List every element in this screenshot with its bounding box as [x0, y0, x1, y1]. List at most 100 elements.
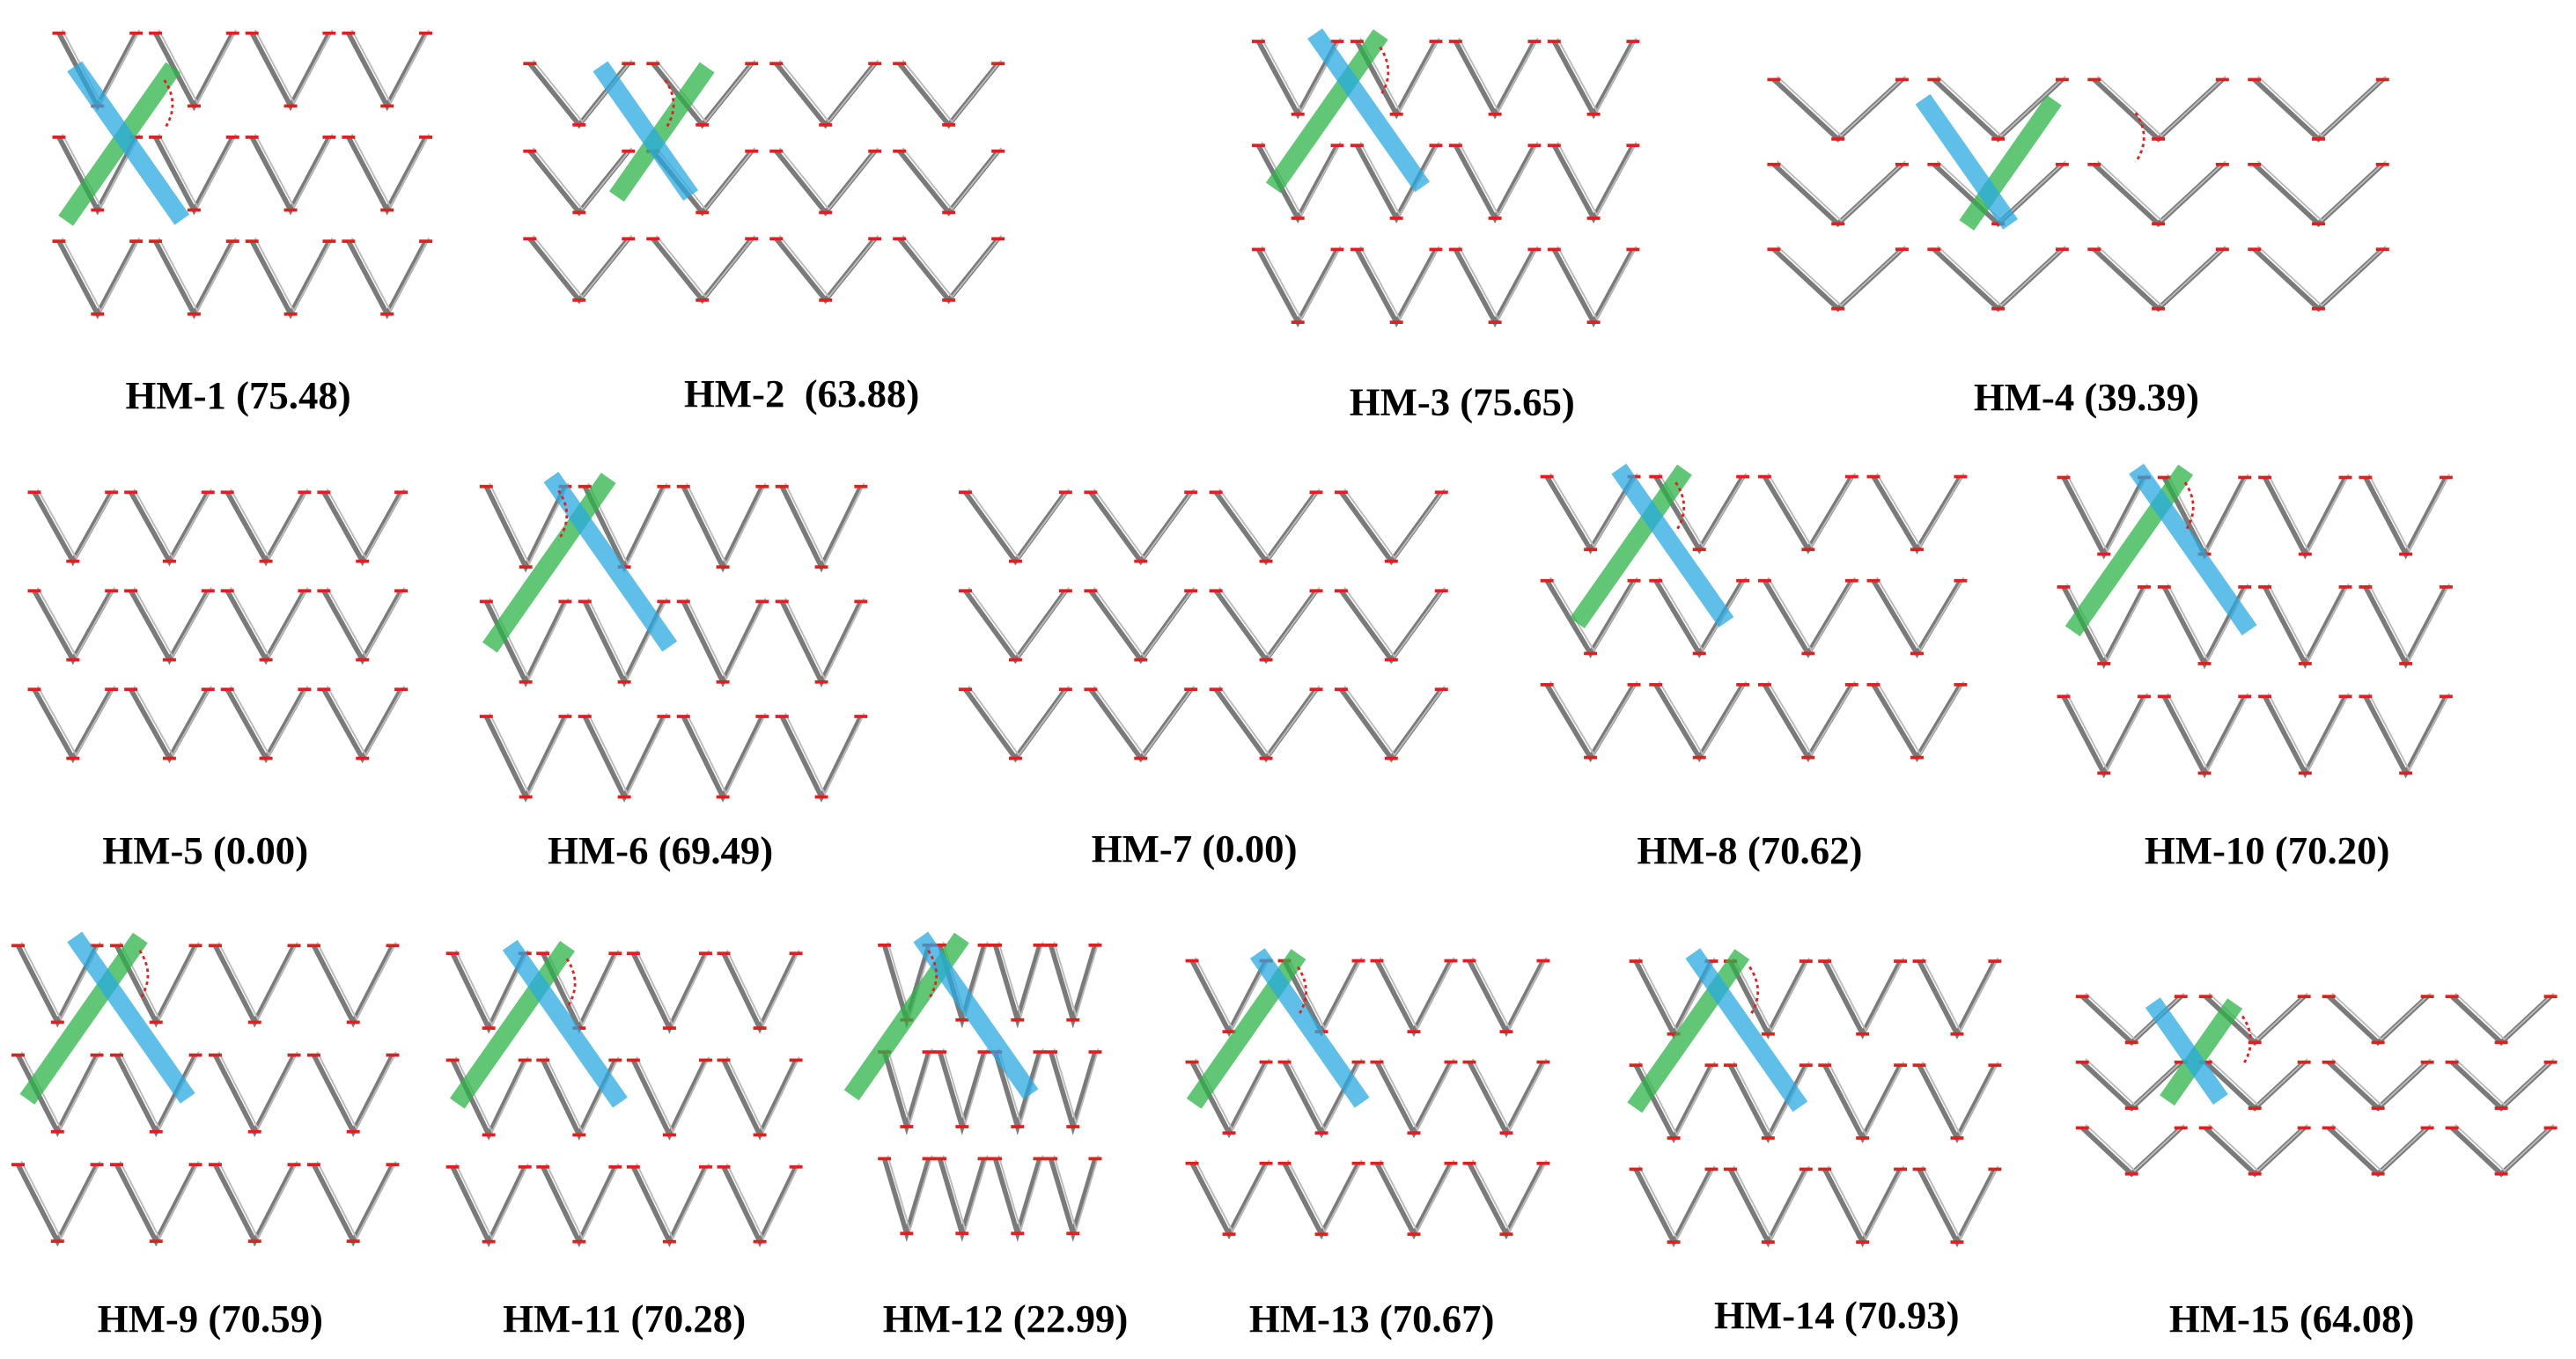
molecule-chain: [1771, 162, 1904, 228]
molecule-chain-edge: [133, 686, 212, 757]
molecule-chain-edge: [1343, 685, 1446, 757]
plane-blue: [1611, 463, 1734, 628]
plane-blue: [502, 939, 628, 1108]
molecule-chain-edge: [1471, 1159, 1548, 1233]
molecule-chain: [1871, 475, 1963, 555]
plane-green: [609, 62, 715, 202]
panel-label: HM-1 (75.48): [126, 373, 351, 417]
molecule-chain-edge: [1767, 680, 1856, 756]
molecule-chain-edge: [1827, 957, 1905, 1033]
molecule-chain-edge: [1379, 1159, 1455, 1233]
molecule-chain-edge: [350, 29, 431, 105]
molecule-chain-edge: [636, 1163, 710, 1241]
molecule-chain-edge: [778, 59, 880, 123]
molecule-chain-edge: [655, 59, 756, 123]
molecule-chain: [897, 237, 1000, 305]
molecule-chain: [779, 485, 864, 573]
panel-label: HM-15 (64.08): [2169, 1297, 2414, 1341]
molecule-chain-edge: [1458, 246, 1539, 321]
molecule-chain-edge: [230, 686, 309, 757]
plane-blue: [1915, 93, 2019, 230]
molecule-chain-edge: [2167, 474, 2249, 553]
molecule-chain-edge: [1286, 1159, 1363, 1233]
panel: HM-5 (0.00): [27, 489, 408, 872]
panel: HM-14 (70.93): [1627, 948, 2002, 1337]
molecule-chain-edge: [1638, 1165, 1716, 1241]
panel: HM-7 (0.00): [959, 488, 1448, 870]
molecule-chain-edge: [997, 941, 1044, 1020]
angle-arc: [2241, 1015, 2252, 1067]
molecule-chain-edge: [545, 1163, 620, 1241]
molecule-chain-edge: [2096, 160, 2226, 222]
molecule-chain-edge: [1359, 142, 1440, 217]
molecule-chain-edge: [655, 234, 756, 298]
molecule-chain: [527, 149, 630, 217]
plane-green: [1570, 464, 1692, 628]
molecule-chain-edge: [1875, 577, 1965, 652]
molecule-chain-edge: [1827, 1165, 1905, 1241]
molecule-chain: [1771, 247, 1904, 312]
molecule-chain: [1048, 1051, 1098, 1135]
molecule-chain-edge: [997, 1155, 1044, 1233]
molecule-chain-edge: [1379, 957, 1455, 1031]
angle-arc: [557, 489, 569, 541]
molecule-chain-edge: [36, 489, 116, 560]
molecule-chain-edge: [1286, 957, 1363, 1031]
plane-blue: [2129, 463, 2257, 635]
molecule-chain-edge: [1875, 680, 1965, 756]
molecule-chain: [2061, 694, 2146, 779]
molecule-chain: [779, 600, 864, 688]
molecule-chain-edge: [942, 1155, 989, 1233]
molecule-chain-edge: [1658, 577, 1748, 652]
molecule-chain-edge: [968, 488, 1070, 560]
molecule-chain-edge: [784, 598, 865, 681]
plane-blue: [1307, 28, 1431, 193]
molecule-chain-edge: [2455, 992, 2555, 1040]
molecule-chain: [1653, 683, 1746, 763]
molecule-chain-edge: [1343, 488, 1446, 560]
molecule-chain-edge: [489, 712, 570, 796]
molecule-chain-edge: [902, 59, 1003, 123]
molecule-chain-edge: [2331, 1058, 2432, 1106]
molecule-chain-edge: [217, 1051, 298, 1131]
molecule-chain-edge: [1767, 577, 1856, 652]
angle-arc: [2183, 481, 2195, 533]
molecule-chain-edge: [326, 686, 406, 757]
molecule-chain-edge: [1053, 1155, 1100, 1233]
molecule-chain: [1762, 579, 1854, 658]
molecule-chain: [2252, 162, 2385, 228]
molecule-chain-edge: [2367, 583, 2450, 663]
angle-arc: [664, 79, 675, 130]
molecule-chain-edge: [1093, 488, 1196, 560]
molecule-chain-edge: [254, 133, 334, 209]
molecule-chain-edge: [2267, 693, 2350, 772]
molecule-chain-edge: [2065, 474, 2149, 553]
molecule-chain: [897, 62, 1000, 129]
molecule-chain-edge: [1458, 142, 1539, 217]
molecule-chain-edge: [725, 950, 800, 1027]
molecule-chain: [16, 1163, 99, 1247]
panel: HM-2 (63.88): [523, 59, 1005, 415]
molecule-chain-edge: [1218, 685, 1321, 757]
molecule-chain-edge: [1936, 245, 2066, 307]
molecule-chain: [774, 62, 877, 129]
molecule-chain: [114, 1163, 198, 1247]
molecule-chain-edge: [1921, 1061, 1999, 1137]
molecule-chain-edge: [2367, 474, 2450, 553]
molecule-chain: [1213, 687, 1319, 763]
molecule-chain-edge: [158, 237, 237, 313]
molecule-chain-edge: [532, 234, 633, 298]
molecule-chain: [1213, 490, 1319, 566]
molecule-chain: [2252, 247, 2385, 312]
molecule-chain-edge: [2085, 1058, 2185, 1106]
molecule-chain-edge: [778, 147, 880, 211]
panel: HM-13 (70.67): [1185, 948, 1550, 1341]
molecule-chain: [774, 237, 877, 305]
molecule-chain-edge: [784, 482, 865, 566]
molecule-chain-edge: [2256, 160, 2387, 222]
molecule-chain: [963, 490, 1068, 566]
angle-arc: [1379, 46, 1390, 98]
molecule-chain-edge: [1053, 941, 1100, 1020]
molecule-chain: [1339, 490, 1444, 566]
